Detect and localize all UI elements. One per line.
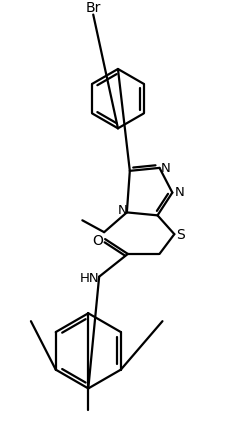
Text: N: N: [118, 204, 127, 217]
Text: Br: Br: [85, 1, 101, 15]
Text: HN: HN: [79, 272, 99, 285]
Text: N: N: [174, 186, 183, 199]
Text: N: N: [160, 162, 170, 175]
Text: O: O: [92, 234, 103, 248]
Text: S: S: [175, 228, 184, 242]
